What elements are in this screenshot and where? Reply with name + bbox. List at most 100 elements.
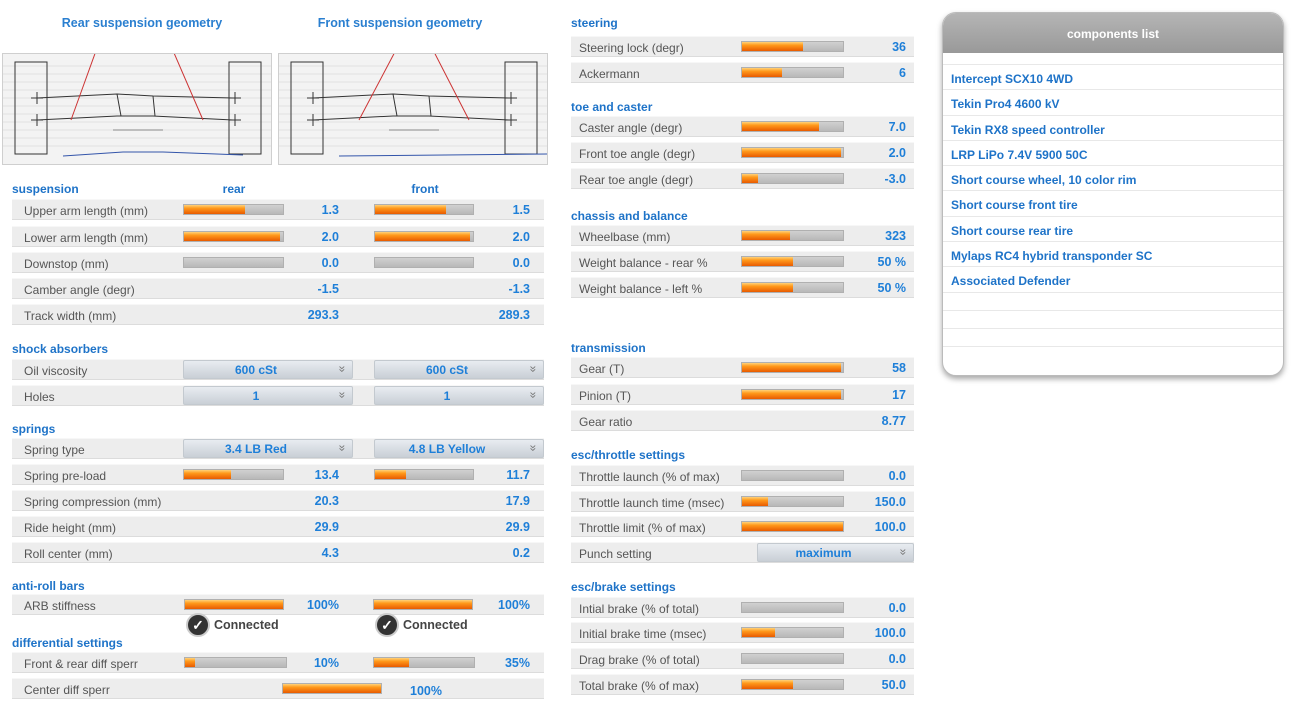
front-dropdown[interactable]: 4.8 LB Yellow » [374,439,544,458]
steering-row: Steering lock (degr) 36 [571,36,914,57]
component-item[interactable]: Mylaps RC4 hybrid transponder SC [943,242,1283,268]
chassis-row: Wheelbase (mm) 323 [571,225,914,246]
component-item[interactable]: Intercept SCX10 4WD [943,65,1283,91]
row-label: Ackermann [579,67,640,81]
row-label: Front toe angle (degr) [579,147,696,161]
components-list-items: Intercept SCX10 4WD Tekin Pro4 4600 kV Tek… [943,65,1283,347]
component-item[interactable]: Associated Defender [943,267,1283,293]
row-label: Upper arm length (mm) [24,204,149,218]
bar-fill [374,658,409,667]
check-circle-icon: ✓ [375,613,399,637]
component-item[interactable]: Short course rear tire [943,217,1283,243]
component-item[interactable]: Tekin RX8 speed controller [943,116,1283,141]
esc_brake-row: Initial brake time (msec) 100.0 [571,622,914,643]
bar-fill [185,658,196,667]
front-slider[interactable] [374,469,474,480]
value: 17 [892,388,906,402]
slider[interactable] [741,41,844,52]
rear-slider[interactable] [183,257,284,268]
select-value: maximum [795,546,852,560]
bar-fill [742,174,759,183]
slider[interactable] [741,147,844,158]
value: 2.0 [888,146,906,160]
bar-fill [185,600,283,609]
slider[interactable] [741,389,844,400]
front-slider[interactable] [374,231,474,242]
value: 0.0 [888,469,906,483]
rear-dropdown[interactable]: 3.4 LB Red » [183,439,353,458]
slider[interactable] [741,679,844,690]
slider[interactable] [741,173,844,184]
section-title: esc/brake settings [571,580,676,594]
section-title: shock absorbers [12,342,109,356]
arb-row: ARB stiffness 100% 100% [12,594,544,615]
chevron-double-down-icon: » [335,391,350,399]
row-label: Weight balance - left % [579,282,703,296]
row-label: Throttle limit (% of max) [579,521,706,535]
value: 7.0 [888,120,906,134]
front-slider[interactable] [373,657,475,668]
suspension-row: Lower arm length (mm) 2.0 2.0 [12,226,544,247]
slider[interactable] [741,602,844,613]
component-item[interactable]: Short course front tire [943,191,1283,217]
row-label: Camber angle (degr) [24,283,135,297]
slider[interactable] [741,256,844,267]
rear-dropdown[interactable]: 1» [183,386,353,405]
value: 50.0 [881,678,906,692]
rear-slider[interactable] [184,657,287,668]
components-list-title: components list [943,13,1283,53]
rear-slider[interactable] [183,469,284,480]
rear-value: 2.0 [321,230,339,244]
component-item[interactable]: LRP LiPo 7.4V 5900 50C [943,141,1283,167]
select-value: 3.4 LB Red [224,442,287,456]
slider[interactable] [741,362,844,373]
rear-dropdown[interactable]: 600 cSt » [183,360,353,379]
value: 36 [892,40,906,54]
chevron-double-down-icon: » [526,444,541,452]
front-slider[interactable] [373,599,473,610]
bar-fill [375,232,471,241]
rear-slider[interactable] [183,204,284,215]
rear-geometry-diagram [2,53,272,165]
rear-slider[interactable] [183,231,284,242]
slider[interactable] [741,121,844,132]
rear-slider[interactable] [184,599,284,610]
slider[interactable] [741,282,844,293]
value: 0.0 [888,601,906,615]
value: 50 % [877,281,907,295]
row-label: Spring pre-load [24,469,107,483]
front-dropdown[interactable]: 1» [374,386,544,405]
slider[interactable] [741,653,844,664]
component-item[interactable]: Tekin Pro4 4600 kV [943,90,1283,116]
front-slider[interactable] [374,257,474,268]
center-slider[interactable] [282,683,382,694]
center-diff-row: Center diff sperr 100% [12,678,544,699]
spring-row: Spring pre-load 13.4 11.7 [12,464,544,485]
slider[interactable] [741,470,844,481]
front-value: 0.0 [512,256,530,270]
component-item[interactable]: Short course wheel, 10 color rim [943,166,1283,192]
slider[interactable] [741,627,844,638]
value: 100.0 [874,520,906,534]
section-title: differential settings [12,636,123,650]
connected-label: Connected [214,618,279,632]
slider[interactable] [741,67,844,78]
front-slider[interactable] [374,204,474,215]
suspension-row: Downstop (mm) 0.0 0.0 [12,252,544,273]
chassis-row: Weight balance - left % 50 % [571,277,914,298]
bar-fill [375,205,446,214]
slider[interactable] [741,521,844,532]
row-label: ARB stiffness [24,599,96,613]
select-value: 600 cSt [234,363,278,377]
punch-dropdown[interactable]: maximum » [757,543,914,562]
slider[interactable] [741,230,844,241]
rear-value: 29.9 [314,520,339,534]
front-dropdown[interactable]: 600 cSt » [374,360,544,379]
spring-row: Roll center (mm) 4.3 0.2 [12,542,544,563]
chevron-double-down-icon: » [335,365,350,373]
chevron-double-down-icon: » [526,365,541,373]
slider[interactable] [741,496,844,507]
value: 58 [892,361,906,375]
spring-row: Spring type 3.4 LB Red » 4.8 LB Yellow » [12,438,544,459]
row-label: Pinion (T) [579,389,632,403]
